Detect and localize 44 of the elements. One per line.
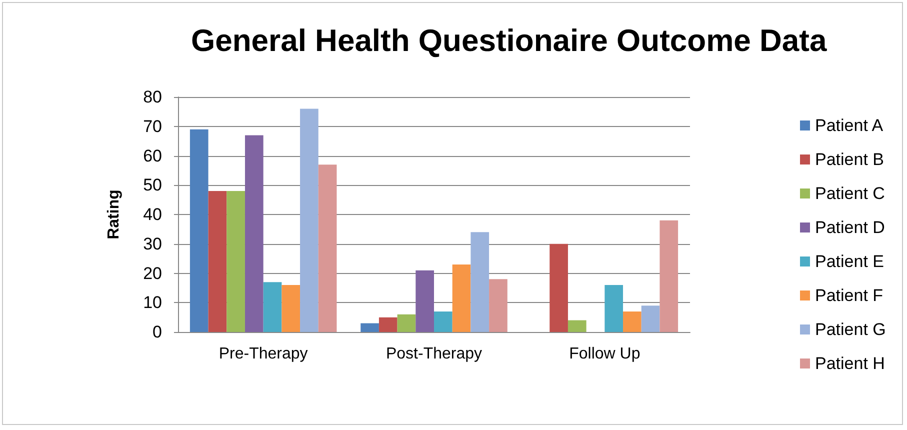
legend-label: Patient B — [815, 150, 884, 169]
y-tick-label: 10 — [143, 293, 162, 312]
bar — [568, 320, 586, 332]
legend-label: Patient F — [815, 286, 884, 305]
y-axis-title: Rating — [106, 190, 122, 240]
bar — [489, 279, 508, 332]
legend-label: Patient E — [815, 252, 884, 271]
bar — [318, 164, 337, 332]
bar — [208, 191, 227, 332]
legend-label: Patient D — [815, 218, 885, 237]
legend-label: Patient A — [815, 116, 884, 135]
bar — [470, 232, 490, 332]
bar — [244, 135, 264, 332]
bar — [378, 317, 398, 332]
bar — [300, 108, 318, 332]
x-tick-label: Pre-Therapy — [218, 346, 308, 362]
y-tick-label: 50 — [143, 176, 162, 195]
legend-label: Patient G — [815, 320, 886, 339]
bar — [452, 264, 471, 332]
bar — [190, 129, 208, 332]
y-tick-label: 60 — [143, 146, 162, 166]
y-tick-label: 0 — [152, 322, 162, 342]
legend-label: Patient C — [815, 184, 885, 203]
y-tick-label: 30 — [143, 234, 162, 254]
bar — [660, 220, 678, 332]
chart-title: General Health Questionaire Outcome Data — [191, 23, 828, 58]
bar — [641, 306, 660, 332]
bar — [623, 311, 642, 332]
legend-label: Patient H — [815, 354, 885, 373]
bar — [434, 311, 452, 332]
bar — [282, 285, 300, 332]
y-tick-label: 20 — [143, 264, 162, 283]
bar — [360, 323, 379, 332]
x-tick-label: Post-Therapy — [386, 346, 482, 362]
bar — [416, 270, 434, 332]
y-tick-label: 70 — [143, 116, 162, 136]
bar — [604, 285, 624, 332]
bar — [263, 282, 282, 332]
y-tick-label: 80 — [143, 88, 162, 106]
bar — [226, 191, 245, 332]
bar — [550, 244, 568, 332]
bar — [397, 314, 416, 332]
y-tick-label: 40 — [143, 205, 162, 224]
x-tick-label: Follow Up — [569, 346, 640, 362]
